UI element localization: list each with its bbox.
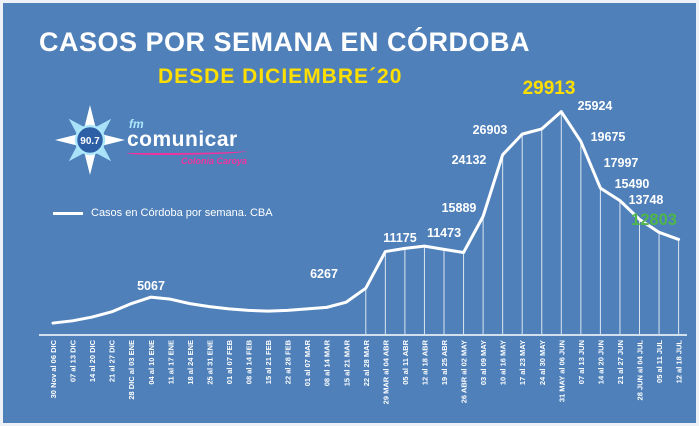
x-axis-label: 15 al 21 MAR (342, 339, 351, 386)
x-axis-label: 25 al 31 ENE (205, 340, 214, 385)
x-axis-label: 22 al 28 MAR (362, 339, 371, 386)
data-label: 6267 (310, 267, 338, 281)
x-axis-label: 21 al 27 DIC (108, 339, 117, 382)
x-axis-label: 30 Nov al 06 DIC (49, 339, 58, 398)
x-axis-label: 14 al 20 JUN (596, 340, 605, 384)
data-label: 12803 (631, 211, 677, 229)
x-axis-label: 28 DIC al 03 ENE (127, 340, 136, 400)
legend-label: Casos en Córdoba por semana. CBA (91, 207, 273, 219)
x-axis-label: 12 al 18 JUL (675, 340, 684, 384)
legend: Casos en Córdoba por semana. CBA (53, 207, 273, 219)
x-axis-label: 01 al 07 MAR (303, 339, 312, 386)
x-axis-label: 11 al 17 ENE (166, 340, 175, 384)
x-axis-label: 31 MAY al 06 JUN (557, 340, 566, 402)
series-line (51, 110, 681, 325)
x-axis-label: 04 al 10 ENE (147, 340, 156, 385)
x-axis-label: 10 al 16 MAY (499, 340, 508, 385)
x-axis-label: 03 al 09 MAY (479, 340, 488, 385)
logo-tagline-label: Colonia Caroya (180, 156, 247, 166)
x-axis-label: 19 al 25 ABR (440, 339, 449, 385)
x-axis-label: 29 MAR al 04 ABR (381, 339, 390, 404)
data-label: 11473 (427, 226, 461, 240)
x-axis-label: 17 al 23 MAY (518, 340, 527, 385)
x-axis-label: 26 ABR al 02 MAY (460, 340, 469, 403)
x-axis-label: 22 al 28 FEB (284, 339, 293, 384)
data-label: 15490 (615, 177, 650, 191)
chart-subtitle: DESDE DICIEMBRE´20 (158, 65, 403, 88)
logo-fm-label: fm (129, 117, 144, 131)
data-label: 13748 (629, 193, 664, 207)
data-label: 24132 (452, 153, 487, 167)
x-axis-label: 07 al 13 JUN (577, 340, 586, 384)
logo-frequency: 90.7 (80, 136, 100, 147)
chart-title: CASOS POR SEMANA EN CÓRDOBA (39, 27, 531, 57)
x-axis-label: 08 al 14 MAR (323, 339, 332, 386)
data-label: 29913 (523, 78, 576, 99)
logo-name-label: comunicar (127, 128, 238, 151)
x-axis-label: 24 al 30 MAY (538, 340, 547, 385)
radio-logo-star-icon: 90.7 (55, 105, 125, 175)
data-label: 15889 (442, 201, 477, 215)
x-axis-label: 15 al 21 FEB (264, 339, 273, 384)
x-axis-label: 08 al 14 FEB (245, 339, 254, 384)
legend-line-sample (53, 211, 83, 215)
x-axis-label: 28 JUN al 04 JUL (636, 340, 645, 401)
line-chart: 30 Nov al 06 DIC 07 al 13 DIC 14 al 20 DIC… (39, 78, 687, 404)
data-label: 25924 (578, 99, 613, 113)
x-axis-label: 07 al 13 DIC (69, 339, 78, 382)
x-axis-label: 18 al 24 ENE (186, 340, 195, 385)
radio-station-logo: 90.7 fm comunicar Colonia Caroya (53, 103, 253, 183)
logo-wordmark: fm comunicar Colonia Caroya (127, 117, 247, 166)
x-axis-label: 12 al 18 ABR (420, 339, 429, 385)
x-axis-label: 14 al 20 DIC (88, 339, 97, 382)
logo-swoosh-decoration (127, 149, 247, 155)
x-axis-label: 21 al 27 JUN (616, 340, 625, 384)
x-axis-label: 01 al 07 FEB (225, 339, 234, 384)
data-label: 26903 (473, 123, 508, 137)
data-label: 17997 (604, 156, 639, 170)
data-label: 19675 (591, 130, 626, 144)
x-axis-label: 05 al 11 JUL (655, 340, 664, 383)
data-label: 11175 (383, 231, 416, 245)
data-label: 5067 (137, 279, 165, 293)
x-axis-label: 05 al 11 ABR (401, 339, 410, 384)
